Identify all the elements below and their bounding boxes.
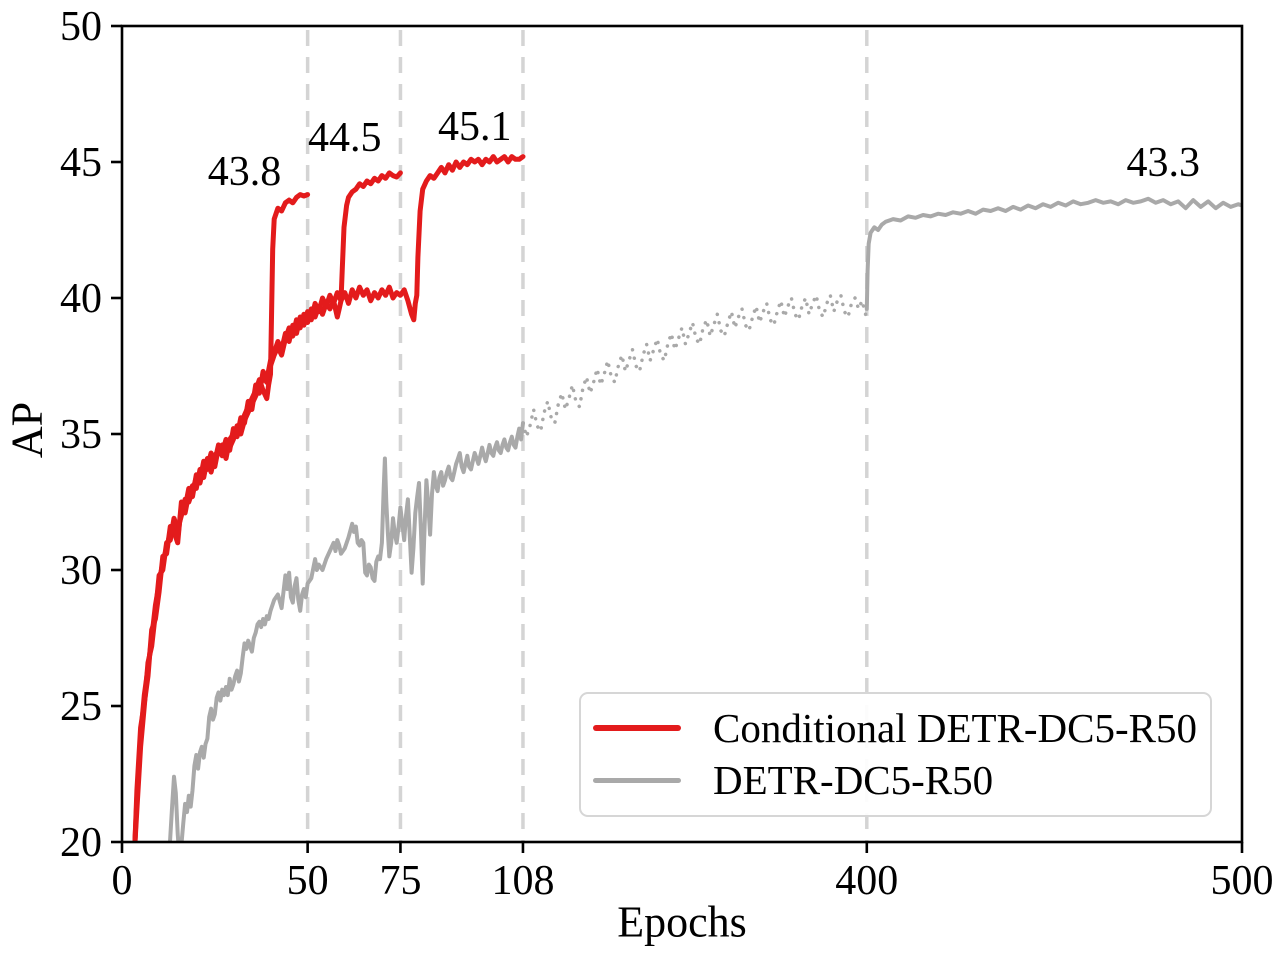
x-tick-label: 400 bbox=[835, 858, 898, 904]
y-axis-label: AP bbox=[2, 401, 52, 459]
x-tick-label: 75 bbox=[379, 858, 421, 904]
x-tick-label: 0 bbox=[112, 858, 133, 904]
y-tick-label: 35 bbox=[60, 412, 102, 458]
x-axis-label: Epochs bbox=[617, 897, 747, 947]
legend-line-sample-gray bbox=[593, 778, 681, 784]
legend-entry-detr: DETR-DC5-R50 bbox=[593, 760, 1198, 801]
annotation-44-5: 44.5 bbox=[308, 114, 382, 161]
x-tick-label: 500 bbox=[1211, 858, 1274, 904]
legend-box: Conditional DETR-DC5-R50 DETR-DC5-R50 bbox=[579, 692, 1212, 817]
legend-label: DETR-DC5-R50 bbox=[713, 757, 994, 804]
y-tick-label: 20 bbox=[60, 820, 102, 866]
y-tick-label: 30 bbox=[60, 548, 102, 594]
series-line-3 bbox=[167, 421, 525, 842]
legend-entry-conditional-detr: Conditional DETR-DC5-R50 bbox=[593, 704, 1198, 751]
y-tick-label: 25 bbox=[60, 684, 102, 730]
series-line-0 bbox=[132, 192, 311, 842]
series-line-1 bbox=[132, 170, 403, 842]
y-tick-label: 40 bbox=[60, 276, 102, 322]
annotation-43-3: 43.3 bbox=[1126, 140, 1200, 187]
series-line-2 bbox=[132, 154, 526, 842]
x-tick-label: 108 bbox=[491, 858, 554, 904]
x-tick-label: 50 bbox=[287, 858, 329, 904]
series-line-5 bbox=[864, 196, 1242, 311]
annotation-43-8: 43.8 bbox=[207, 148, 282, 195]
annotation-45-1: 45.1 bbox=[437, 103, 512, 150]
series-line-4 bbox=[521, 293, 869, 439]
legend-line-sample-red bbox=[593, 725, 681, 732]
legend-label: Conditional DETR-DC5-R50 bbox=[713, 704, 1198, 751]
y-tick-label: 45 bbox=[60, 140, 102, 186]
y-tick-label: 50 bbox=[60, 4, 102, 50]
